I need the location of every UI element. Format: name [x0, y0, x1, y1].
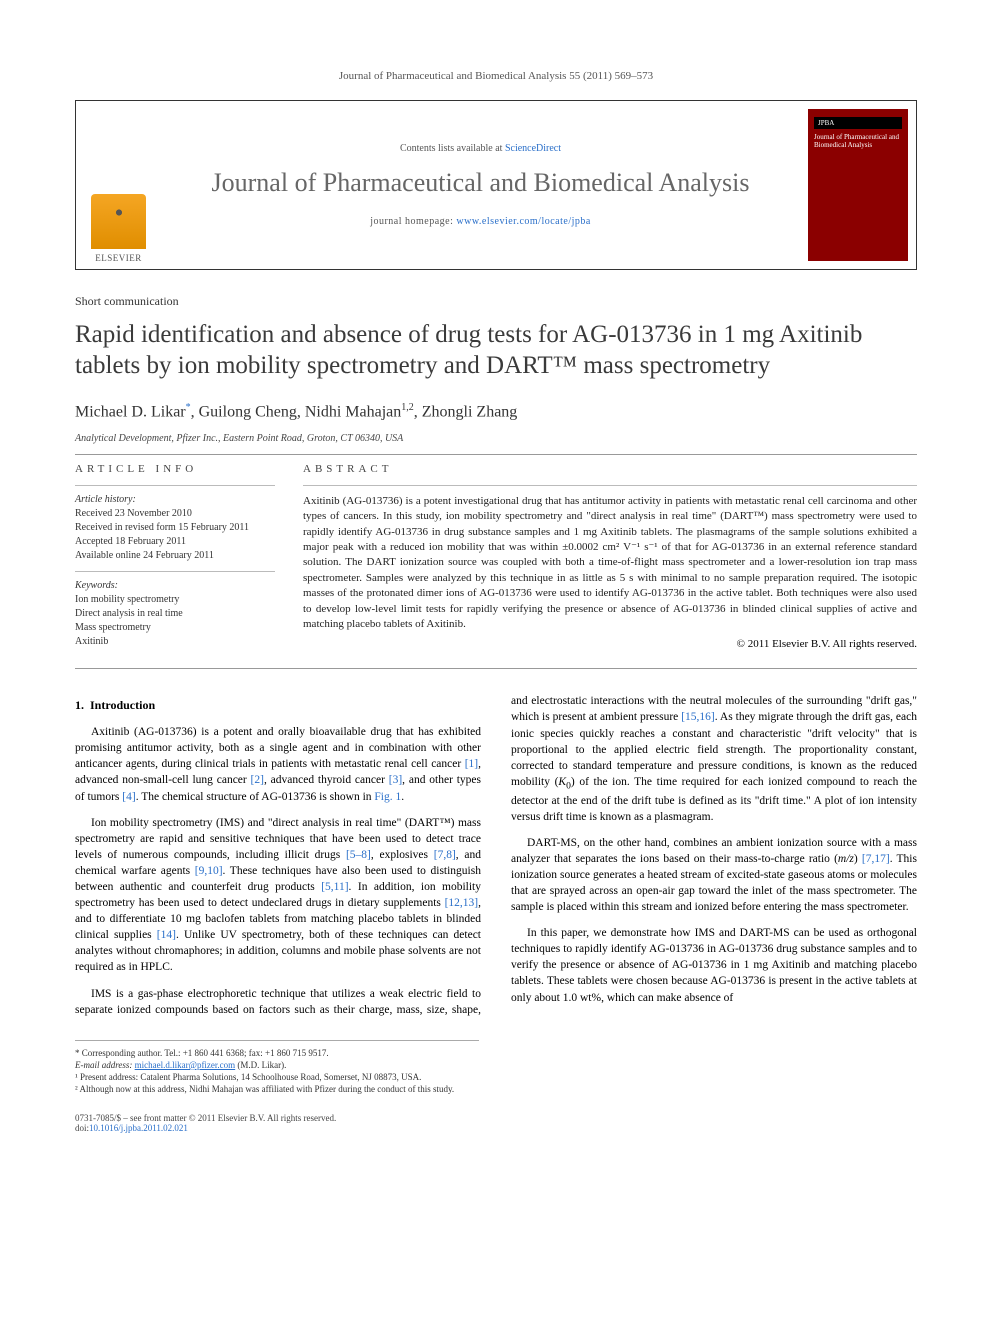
elsevier-tree-icon: [91, 194, 146, 249]
abstract-text: Axitinib (AG-013736) is a potent investi…: [303, 494, 917, 633]
doi-link[interactable]: 10.1016/j.jpba.2011.02.021: [89, 1123, 188, 1133]
journal-homepage-line: journal homepage: www.elsevier.com/locat…: [370, 216, 591, 227]
divider-bottom: [75, 668, 917, 669]
history-4: Available online 24 February 2011: [75, 549, 275, 563]
ref-link[interactable]: [9,10]: [195, 865, 223, 877]
ref-link[interactable]: [3]: [389, 774, 402, 786]
author-4: Zhongli Zhang: [422, 403, 518, 420]
citation-line: Journal of Pharmaceutical and Biomedical…: [75, 70, 917, 82]
ref-link[interactable]: [15,16]: [681, 711, 715, 723]
keyword-2: Direct analysis in real time: [75, 607, 275, 621]
history-3: Accepted 18 February 2011: [75, 535, 275, 549]
body-p5: DART-MS, on the other hand, combines an …: [511, 835, 917, 915]
author-2: Guilong Cheng: [199, 403, 297, 420]
history-1: Received 23 November 2010: [75, 507, 275, 521]
abstract-heading: ABSTRACT: [303, 463, 917, 475]
cover-title: Journal of Pharmaceutical and Biomedical…: [814, 133, 902, 150]
article-title: Rapid identification and absence of drug…: [75, 319, 917, 382]
footer: 0731-7085/$ – see front matter © 2011 El…: [75, 1113, 917, 1133]
authors-line: Michael D. Likar*, Guilong Cheng, Nidhi …: [75, 402, 917, 421]
abstract-copyright: © 2011 Elsevier B.V. All rights reserved…: [303, 638, 917, 650]
doi-prefix: doi:: [75, 1123, 89, 1133]
publisher-name: ELSEVIER: [95, 253, 142, 263]
keyword-1: Ion mobility spectrometry: [75, 593, 275, 607]
body-p2: Ion mobility spectrometry (IMS) and "dir…: [75, 815, 481, 976]
article-info-column: ARTICLE INFO Article history: Received 2…: [75, 463, 275, 651]
journal-header: ELSEVIER Contents lists available at Sci…: [75, 100, 917, 270]
corresponding-author-note: * Corresponding author. Tel.: +1 860 441…: [75, 1047, 479, 1059]
journal-name: Journal of Pharmaceutical and Biomedical…: [212, 168, 750, 198]
email-suffix: (M.D. Likar).: [235, 1060, 286, 1070]
keyword-3: Mass spectrometry: [75, 621, 275, 635]
footnote-2: ² Although now at this address, Nidhi Ma…: [75, 1083, 479, 1095]
document-type: Short communication: [75, 294, 917, 309]
contents-prefix: Contents lists available at: [400, 143, 505, 154]
doi-line: doi:10.1016/j.jpba.2011.02.021: [75, 1123, 917, 1133]
cover-label: JPBA: [814, 117, 902, 129]
section-title: Introduction: [90, 698, 155, 712]
history-2: Received in revised form 15 February 201…: [75, 521, 275, 535]
body-p6: In this paper, we demonstrate how IMS an…: [511, 925, 917, 1005]
ref-link[interactable]: [5–8]: [346, 849, 371, 861]
issn-line: 0731-7085/$ – see front matter © 2011 El…: [75, 1113, 917, 1123]
affiliation: Analytical Development, Pfizer Inc., Eas…: [75, 433, 917, 444]
author-1: Michael D. Likar: [75, 403, 186, 420]
sciencedirect-link[interactable]: ScienceDirect: [505, 143, 561, 154]
journal-cover-thumbnail: JPBA Journal of Pharmaceutical and Biome…: [808, 109, 908, 261]
footnotes: * Corresponding author. Tel.: +1 860 441…: [75, 1040, 479, 1096]
ref-link[interactable]: [14]: [157, 929, 176, 941]
footnote-1: ¹ Present address: Catalent Pharma Solut…: [75, 1071, 479, 1083]
corresponding-asterisk: *: [186, 402, 191, 413]
ref-link[interactable]: [4]: [122, 791, 135, 803]
ref-link[interactable]: [7,17]: [862, 853, 890, 865]
keyword-4: Axitinib: [75, 635, 275, 649]
body-text: 1. Introduction Axitinib (AG-013736) is …: [75, 693, 917, 1017]
ref-link[interactable]: [5,11]: [321, 881, 348, 893]
section-heading: 1. Introduction: [75, 697, 481, 714]
publisher-logo-block: ELSEVIER: [76, 101, 161, 269]
header-center: Contents lists available at ScienceDirec…: [161, 101, 800, 269]
divider-top: [75, 454, 917, 455]
body-p1: Axitinib (AG-013736) is a potent and ora…: [75, 724, 481, 804]
email-line: E-mail address: michael.d.likar@pfizer.c…: [75, 1059, 479, 1071]
contents-available-line: Contents lists available at ScienceDirec…: [400, 143, 561, 154]
ref-link[interactable]: [12,13]: [445, 897, 479, 909]
figure-link[interactable]: Fig. 1: [374, 791, 401, 803]
homepage-prefix: journal homepage:: [370, 216, 456, 227]
section-number: 1.: [75, 698, 84, 712]
email-label: E-mail address:: [75, 1060, 135, 1070]
ref-link[interactable]: [2]: [251, 774, 264, 786]
author-3: Nidhi Mahajan: [305, 403, 401, 420]
ref-link[interactable]: [1]: [465, 758, 478, 770]
ref-link[interactable]: [7,8]: [434, 849, 456, 861]
keywords-label: Keywords:: [75, 580, 275, 591]
email-link[interactable]: michael.d.likar@pfizer.com: [135, 1060, 236, 1070]
abstract-column: ABSTRACT Axitinib (AG-013736) is a poten…: [303, 463, 917, 651]
journal-homepage-link[interactable]: www.elsevier.com/locate/jpba: [456, 216, 590, 227]
info-abstract-row: ARTICLE INFO Article history: Received 2…: [75, 463, 917, 651]
page-container: Journal of Pharmaceutical and Biomedical…: [0, 0, 992, 1173]
article-info-heading: ARTICLE INFO: [75, 463, 275, 475]
author-3-marks: 1,2: [401, 402, 414, 413]
history-label: Article history:: [75, 494, 275, 505]
